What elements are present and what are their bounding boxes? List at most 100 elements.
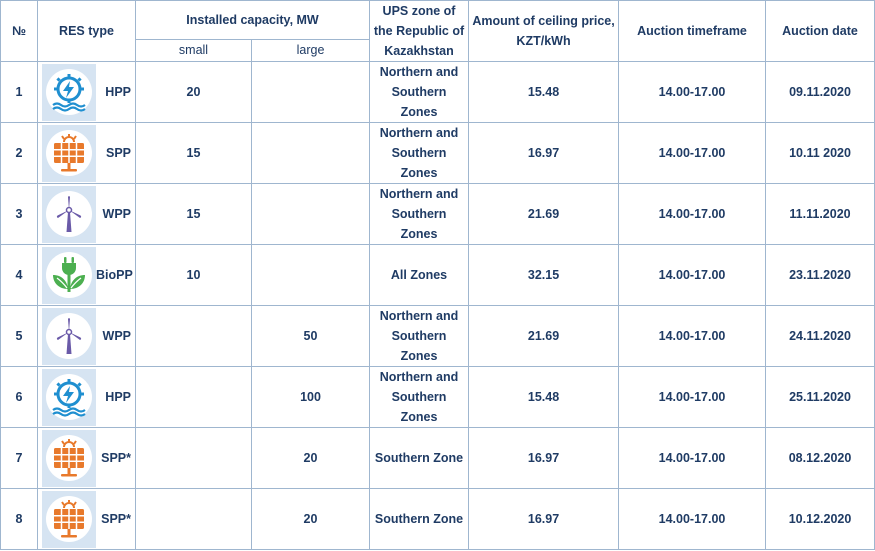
icon-tile <box>42 63 96 121</box>
header-large: large <box>250 38 371 63</box>
auction-timeframe: 14.00-17.00 <box>618 366 767 428</box>
res-type-cell: HPP <box>37 61 136 123</box>
table-row: 6 HPP 100 Northern and Southern Zones 15.48… <box>0 366 875 428</box>
icon-tile <box>42 368 96 426</box>
res-type-label: SPP* <box>101 512 131 526</box>
solar-panel-icon <box>46 496 92 542</box>
res-type-cell: BioPP <box>37 244 136 306</box>
row-number: 5 <box>0 305 38 367</box>
bio-plug-icon <box>46 252 92 298</box>
ups-zone: Northern and Southern Zones <box>369 61 470 123</box>
header-ups-zone: UPS zone of the Republic of Kazakhstan <box>369 0 470 62</box>
capacity-small: 20 <box>135 61 252 123</box>
solar-panel-icon <box>46 130 92 176</box>
auction-date: 10.12.2020 <box>765 488 875 550</box>
auction-timeframe: 14.00-17.00 <box>618 427 767 489</box>
row-number: 6 <box>0 366 38 428</box>
capacity-small <box>135 488 252 550</box>
row-number: 8 <box>0 488 38 550</box>
res-type-label: SPP* <box>101 451 131 465</box>
res-type-cell: WPP <box>37 183 136 245</box>
ups-zone: Northern and Southern Zones <box>369 183 470 245</box>
icon-tile <box>42 246 96 304</box>
capacity-small: 15 <box>135 183 252 245</box>
header-res-type: RES type <box>37 0 136 62</box>
auction-date: 09.11.2020 <box>765 61 875 123</box>
ups-zone: Northern and Southern Zones <box>369 366 470 428</box>
auction-date: 11.11.2020 <box>765 183 875 245</box>
capacity-large <box>250 244 371 306</box>
capacity-large <box>250 61 371 123</box>
table-row: 1 HPP 20 Northern and Southern Zones 15.48 1… <box>0 61 875 123</box>
auction-date: 08.12.2020 <box>765 427 875 489</box>
solar-panel-icon <box>46 435 92 481</box>
ups-zone: Northern and Southern Zones <box>369 122 470 184</box>
capacity-large: 20 <box>250 427 371 489</box>
wind-turbine-icon <box>46 191 92 237</box>
ups-zone: All Zones <box>369 244 470 306</box>
capacity-small: 10 <box>135 244 252 306</box>
res-type-cell: SPP* <box>37 427 136 489</box>
ceiling-price: 15.48 <box>468 61 620 123</box>
icon-tile <box>42 429 96 487</box>
res-type-label: HPP <box>105 390 131 404</box>
row-number: 7 <box>0 427 38 489</box>
res-type-label: BioPP <box>96 268 133 282</box>
ceiling-price: 16.97 <box>468 427 620 489</box>
res-type-label: WPP <box>102 207 131 221</box>
ceiling-price: 16.97 <box>468 122 620 184</box>
ups-zone: Southern Zone <box>369 488 470 550</box>
auction-date: 24.11.2020 <box>765 305 875 367</box>
table-row: 8 SPP* 20 Southern Zone 16.97 14.00-17.00 10.… <box>0 488 875 550</box>
res-type-label: SPP <box>105 146 131 160</box>
auction-timeframe: 14.00-17.00 <box>618 122 767 184</box>
header-small: small <box>135 38 252 63</box>
table-row: 5 WPP 50 Northern and Southern Zones 21.69 1… <box>0 305 875 367</box>
table-row: 7 SPP* 20 Southern Zone 16.97 14.00-17.00 08.… <box>0 427 875 489</box>
table-row: 2 SPP 15 Northern and Southern Zones 16.97 1… <box>0 122 875 184</box>
capacity-large: 50 <box>250 305 371 367</box>
ceiling-price: 32.15 <box>468 244 620 306</box>
icon-tile <box>42 490 96 548</box>
header-auction-date: Auction date <box>765 0 875 62</box>
header-ceiling-price: Amount of ceiling price, KZT/kWh <box>468 0 620 62</box>
row-number: 2 <box>0 122 38 184</box>
res-type-cell: HPP <box>37 366 136 428</box>
ceiling-price: 21.69 <box>468 305 620 367</box>
row-number: 4 <box>0 244 38 306</box>
header-auction-timeframe: Auction timeframe <box>618 0 767 62</box>
res-type-cell: SPP* <box>37 488 136 550</box>
hydro-icon <box>46 374 92 420</box>
header-installed-capacity: Installed capacity, MW <box>134 0 371 40</box>
icon-tile <box>42 185 96 243</box>
auction-timeframe: 14.00-17.00 <box>618 488 767 550</box>
capacity-large: 100 <box>250 366 371 428</box>
wind-turbine-icon <box>46 313 92 359</box>
hydro-icon <box>46 69 92 115</box>
auction-timeframe: 14.00-17.00 <box>618 61 767 123</box>
res-type-cell: SPP <box>37 122 136 184</box>
row-number: 1 <box>0 61 38 123</box>
capacity-small: 15 <box>135 122 252 184</box>
icon-tile <box>42 124 96 182</box>
ups-zone: Southern Zone <box>369 427 470 489</box>
auction-timeframe: 14.00-17.00 <box>618 183 767 245</box>
res-type-cell: WPP <box>37 305 136 367</box>
capacity-large <box>250 122 371 184</box>
capacity-small <box>135 305 252 367</box>
ceiling-price: 21.69 <box>468 183 620 245</box>
res-type-label: HPP <box>105 85 131 99</box>
capacity-small <box>135 366 252 428</box>
icon-tile <box>42 307 96 365</box>
table-row: 3 WPP 15 Northern and Southern Zones 21.69 1… <box>0 183 875 245</box>
capacity-large <box>250 183 371 245</box>
table-body: 1 HPP 20 Northern and Southern Zones 15.48 1… <box>0 61 875 550</box>
auction-date: 10.11 2020 <box>765 122 875 184</box>
ups-zone: Northern and Southern Zones <box>369 305 470 367</box>
ceiling-price: 15.48 <box>468 366 620 428</box>
header-number: № <box>0 0 38 62</box>
res-type-label: WPP <box>102 329 131 343</box>
auction-timeframe: 14.00-17.00 <box>618 305 767 367</box>
capacity-large: 20 <box>250 488 371 550</box>
